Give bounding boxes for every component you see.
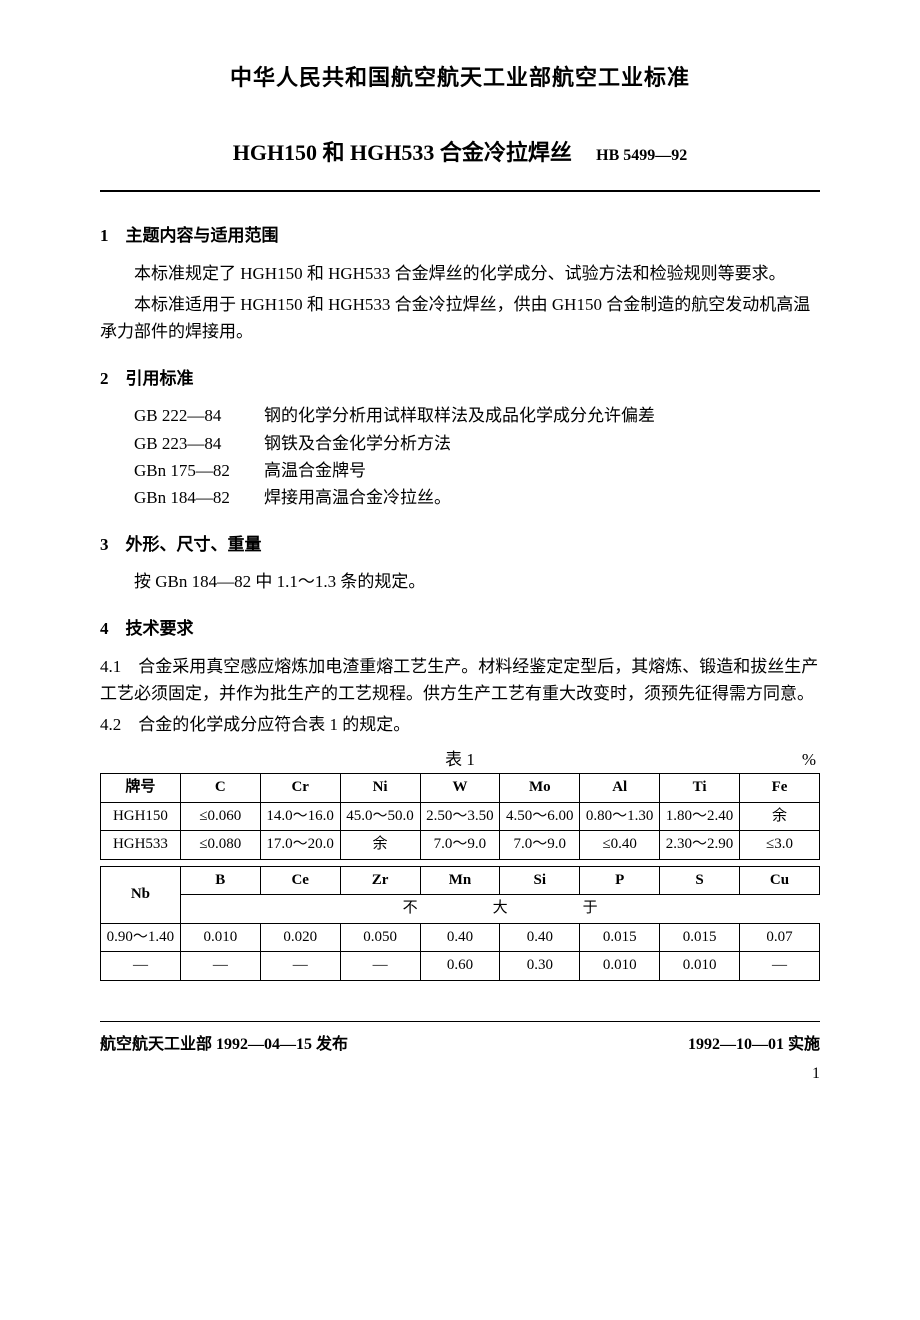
footer-issue: 航空航天工业部 1992—04—15 发布 (100, 1032, 348, 1058)
page-footer: 航空航天工业部 1992—04—15 发布 1992—10—01 实施 1 (100, 1021, 820, 1087)
td: ≤3.0 (740, 831, 820, 860)
th: Zr (340, 866, 420, 895)
footer-effective: 1992—10—01 实施 (688, 1032, 820, 1058)
td: 1.80～2.40 (660, 802, 740, 831)
th: Si (500, 866, 580, 895)
table-1: 表 1 % 牌号 C Cr Ni W Mo Al Ti Fe HGH150 ≤0… (100, 746, 820, 981)
s1-p1: 本标准规定了 HGH150 和 HGH533 合金焊丝的化学成分、试验方法和检验… (100, 260, 820, 287)
td: 0.40 (500, 923, 580, 952)
th: Fe (740, 774, 820, 803)
table-row: HGH150 ≤0.060 14.0～16.0 45.0～50.0 2.50～3… (101, 802, 820, 831)
th: W (420, 774, 500, 803)
td: 0.010 (580, 952, 660, 981)
table-title: 表 1 (134, 746, 786, 773)
td: 余 (340, 831, 420, 860)
td: 2.30～2.90 (660, 831, 740, 860)
td: 0.07 (740, 923, 820, 952)
td: 2.50～3.50 (420, 802, 500, 831)
td: 7.0～9.0 (500, 831, 580, 860)
spanner-text: 不 大 于 (180, 895, 819, 924)
td: 0.90～1.40 (101, 923, 181, 952)
td: — (340, 952, 420, 981)
ref-row: GBn 175—82 高温合金牌号 (134, 457, 820, 484)
td: — (260, 952, 340, 981)
th: Mo (500, 774, 580, 803)
ref-title: 钢的化学分析用试样取样法及成品化学成分允许偏差 (264, 402, 655, 429)
td: HGH533 (101, 831, 181, 860)
ref-code: GBn 175—82 (134, 457, 264, 484)
ref-title: 钢铁及合金化学分析方法 (264, 430, 451, 457)
ref-row: GB 223—84 钢铁及合金化学分析方法 (134, 430, 820, 457)
ref-code: GB 223—84 (134, 430, 264, 457)
td: 17.0～20.0 (260, 831, 340, 860)
s3-p1: 按 GBn 184—82 中 1.1～1.3 条的规定。 (100, 568, 820, 595)
td: 余 (740, 802, 820, 831)
td: 14.0～16.0 (260, 802, 340, 831)
td: 0.050 (340, 923, 420, 952)
ref-code: GB 222—84 (134, 402, 264, 429)
table-row: — — — — 0.60 0.30 0.010 0.010 — (101, 952, 820, 981)
th: 牌号 (101, 774, 181, 803)
th: Al (580, 774, 660, 803)
section-4-head: 4 技术要求 (100, 615, 820, 642)
divider-top (100, 190, 820, 192)
ref-title: 高温合金牌号 (264, 457, 366, 484)
ref-title: 焊接用高温合金冷拉丝。 (264, 484, 451, 511)
th: B (180, 866, 260, 895)
td: 45.0～50.0 (340, 802, 420, 831)
td: — (180, 952, 260, 981)
th: S (660, 866, 740, 895)
th: Mn (420, 866, 500, 895)
table-spanner-row: 不 大 于 (101, 895, 820, 924)
th: Ce (260, 866, 340, 895)
ref-row: GBn 184—82 焊接用高温合金冷拉丝。 (134, 484, 820, 511)
td: 0.015 (580, 923, 660, 952)
td: ≤0.080 (180, 831, 260, 860)
section-3-head: 3 外形、尺寸、重量 (100, 531, 820, 558)
td: ≤0.060 (180, 802, 260, 831)
td: HGH150 (101, 802, 181, 831)
td: — (740, 952, 820, 981)
section-2-head: 2 引用标准 (100, 365, 820, 392)
s4-p42: 4.2 合金的化学成分应符合表 1 的规定。 (100, 711, 820, 738)
td: 0.40 (420, 923, 500, 952)
table-gap (101, 859, 820, 866)
td: 0.020 (260, 923, 340, 952)
s1-p2: 本标准适用于 HGH150 和 HGH533 合金冷拉焊丝，供由 GH150 合… (100, 291, 820, 345)
document-header: 中华人民共和国航空航天工业部航空工业标准 (100, 60, 820, 95)
subtitle-row: HGH150 和 HGH533 合金冷拉焊丝 HB 5499—92 (100, 135, 820, 170)
divider-bottom (100, 1021, 820, 1022)
composition-table: 牌号 C Cr Ni W Mo Al Ti Fe HGH150 ≤0.060 1… (100, 773, 820, 981)
th: Ti (660, 774, 740, 803)
ref-row: GB 222—84 钢的化学分析用试样取样法及成品化学成分允许偏差 (134, 402, 820, 429)
td: 0.30 (500, 952, 580, 981)
page-number: 1 (100, 1061, 820, 1087)
td: 0.60 (420, 952, 500, 981)
th: P (580, 866, 660, 895)
table-header-row: Nb B Ce Zr Mn Si P S Cu (101, 866, 820, 895)
td: 0.80～1.30 (580, 802, 660, 831)
th: Ni (340, 774, 420, 803)
s4-p41: 4.1 合金采用真空感应熔炼加电渣重熔工艺生产。材料经鉴定定型后，其熔炼、锻造和… (100, 653, 820, 707)
th: C (180, 774, 260, 803)
th: Cu (740, 866, 820, 895)
td: 7.0～9.0 (420, 831, 500, 860)
td: 4.50～6.00 (500, 802, 580, 831)
table-row: HGH533 ≤0.080 17.0～20.0 余 7.0～9.0 7.0～9.… (101, 831, 820, 860)
table-header-row: 牌号 C Cr Ni W Mo Al Ti Fe (101, 774, 820, 803)
document-subtitle: HGH150 和 HGH533 合金冷拉焊丝 (233, 140, 572, 165)
td: 0.010 (660, 952, 740, 981)
td: 0.010 (180, 923, 260, 952)
section-1-head: 1 主题内容与适用范围 (100, 222, 820, 249)
td: — (101, 952, 181, 981)
standard-code: HB 5499—92 (596, 147, 687, 164)
th: Nb (101, 866, 181, 923)
ref-code: GBn 184—82 (134, 484, 264, 511)
td: 0.015 (660, 923, 740, 952)
td: ≤0.40 (580, 831, 660, 860)
table-unit: % (786, 746, 816, 773)
table-row: 0.90～1.40 0.010 0.020 0.050 0.40 0.40 0.… (101, 923, 820, 952)
th: Cr (260, 774, 340, 803)
